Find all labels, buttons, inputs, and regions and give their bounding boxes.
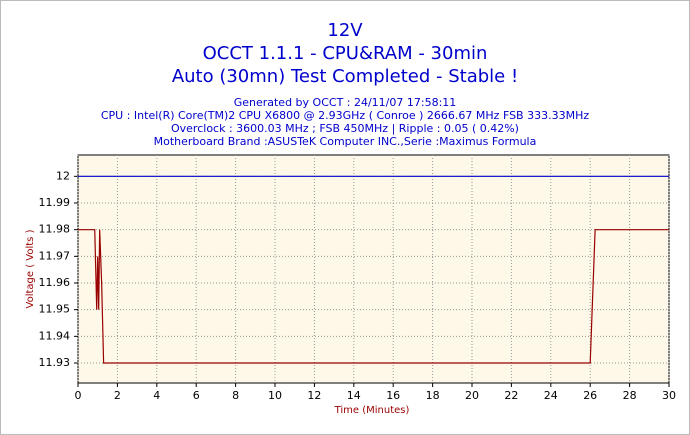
x-tick-label: 2 — [114, 389, 121, 402]
x-tick-label: 20 — [465, 389, 479, 402]
x-axis-label: Time (Minutes) — [334, 405, 410, 416]
y-axis-label: Voltage ( Volts ) — [25, 229, 36, 308]
y-tick-label: 11.94 — [39, 329, 71, 342]
y-tick-label: 11.95 — [39, 303, 71, 316]
chart-subtitle: CPU : Intel(R) Core(TM)2 CPU X6800 @ 2.9… — [101, 109, 589, 122]
chart-title: Auto (30mn) Test Completed - Stable ! — [172, 66, 518, 87]
chart-title: OCCT 1.1.1 - CPU&RAM - 30min — [203, 43, 488, 64]
y-tick-label: 12 — [56, 169, 70, 182]
x-tick-label: 28 — [623, 389, 637, 402]
x-tick-label: 30 — [662, 389, 676, 402]
x-tick-label: 26 — [583, 389, 597, 402]
x-tick-label: 12 — [307, 389, 321, 402]
plot-area — [77, 154, 670, 384]
x-tick-label: 4 — [153, 389, 160, 402]
y-tick-label: 11.98 — [39, 223, 71, 236]
chart-subtitle: Generated by OCCT : 24/11/07 17:58:11 — [234, 96, 457, 109]
x-tick-label: 14 — [347, 389, 361, 402]
y-tick-label: 11.99 — [39, 196, 71, 209]
x-tick-label: 8 — [232, 389, 239, 402]
chart-subtitle: Motherboard Brand :ASUSTeK Computer INC.… — [154, 135, 537, 148]
x-tick-label: 24 — [544, 389, 558, 402]
x-tick-label: 22 — [504, 389, 518, 402]
y-tick-label: 11.97 — [39, 249, 71, 262]
chart-subtitle: Overclock : 3600.03 MHz ; FSB 450MHz | R… — [171, 122, 519, 135]
x-tick-label: 0 — [75, 389, 82, 402]
line-series — [78, 229, 669, 364]
x-tick-label: 16 — [386, 389, 400, 402]
x-tick-label: 10 — [268, 389, 282, 402]
x-tick-label: 18 — [426, 389, 440, 402]
chart-title: 12V — [327, 20, 363, 41]
y-tick-label: 11.96 — [39, 276, 71, 289]
y-tick-label: 11.93 — [39, 356, 71, 369]
x-tick-label: 6 — [193, 389, 200, 402]
